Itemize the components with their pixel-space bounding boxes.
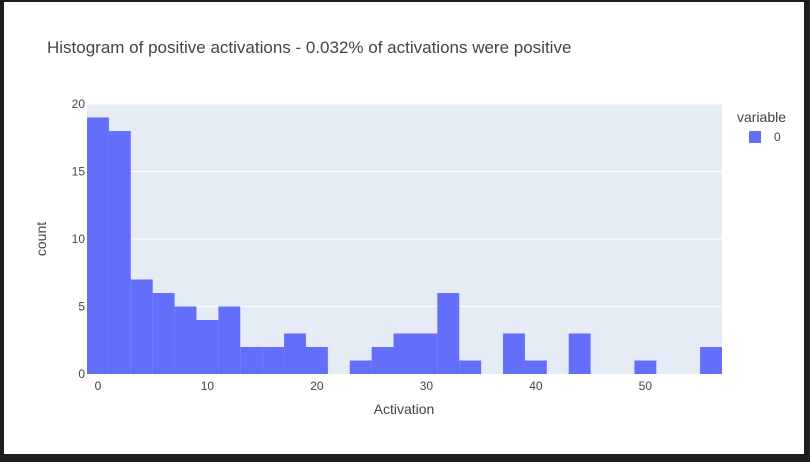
histogram-bar[interactable] xyxy=(240,347,263,374)
histogram-bar[interactable] xyxy=(437,293,460,374)
histogram-bar[interactable] xyxy=(196,320,219,374)
histogram-bar[interactable] xyxy=(218,306,241,375)
histogram-bar[interactable] xyxy=(262,347,285,374)
histogram-bar[interactable] xyxy=(349,360,372,375)
y-axis-title: count xyxy=(33,222,49,256)
x-tick-label: 20 xyxy=(310,379,324,393)
x-tick-label: 10 xyxy=(201,379,215,393)
histogram-bar[interactable] xyxy=(108,131,131,374)
histogram-bar[interactable] xyxy=(393,333,416,375)
histogram-bar[interactable] xyxy=(174,306,197,375)
legend[interactable]: variable 0 xyxy=(737,109,786,144)
histogram-bar[interactable] xyxy=(459,360,482,375)
histogram-bar[interactable] xyxy=(284,333,306,375)
y-tick-label: 0 xyxy=(78,367,85,381)
x-tick-label: 30 xyxy=(420,379,434,393)
x-axis-title: Activation xyxy=(374,401,435,417)
histogram-bar[interactable] xyxy=(634,360,657,375)
x-tick-label: 40 xyxy=(529,379,543,393)
histogram-bar[interactable] xyxy=(503,333,525,375)
chart-frame: Histogram of positive activations - 0.03… xyxy=(4,2,804,454)
y-tick-label: 5 xyxy=(78,300,85,314)
histogram-bar[interactable] xyxy=(568,333,591,375)
histogram-bar[interactable] xyxy=(415,333,438,375)
y-tick-label: 20 xyxy=(72,97,86,111)
x-tick-label: 50 xyxy=(639,379,653,393)
y-tick-label: 15 xyxy=(72,165,86,179)
histogram-chart: Histogram of positive activations - 0.03… xyxy=(33,38,786,417)
chart-title: Histogram of positive activations - 0.03… xyxy=(47,38,571,57)
histogram-bar[interactable] xyxy=(87,117,109,375)
histogram-bar[interactable] xyxy=(524,360,547,375)
y-tick-label: 10 xyxy=(72,232,86,246)
histogram-bar[interactable] xyxy=(305,347,328,374)
legend-item-label: 0 xyxy=(774,130,781,144)
histogram-bar[interactable] xyxy=(371,347,394,374)
histogram-bar[interactable] xyxy=(700,347,722,374)
histogram-bar[interactable] xyxy=(152,293,175,374)
legend-swatch[interactable] xyxy=(749,131,761,143)
histogram-bar[interactable] xyxy=(130,279,153,375)
legend-title: variable xyxy=(737,109,786,125)
x-tick-label: 0 xyxy=(95,379,102,393)
